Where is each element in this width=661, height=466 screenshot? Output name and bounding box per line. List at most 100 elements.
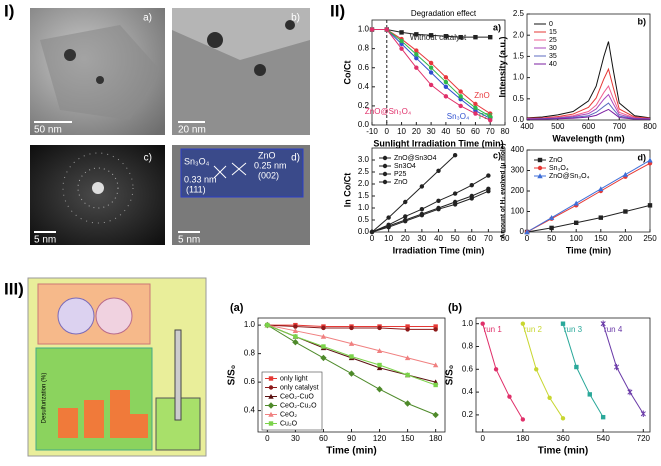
legend-marker [268,376,274,381]
particle [64,49,76,61]
y-axis-title: S/S₀ [227,365,238,386]
series-line [371,175,489,233]
marker [598,215,603,220]
marker [548,214,555,220]
marker [443,94,449,99]
particle [254,64,266,76]
x-tick-label: 0 [370,234,375,243]
plot-frame [475,317,651,433]
series-label: ZnO@Sn₃O₄ [365,107,411,116]
marker [452,191,458,196]
marker [349,354,354,359]
marker [265,322,270,328]
sheet [172,30,310,135]
x-tick-label: 800 [643,122,657,131]
marker [560,321,566,326]
x-tick-label: 100 [570,234,584,243]
panel-label: d) [638,152,647,162]
marker [452,202,458,207]
x-tick-label: 150 [401,434,415,443]
x-tick-label: 700 [613,122,627,131]
series-line [371,154,456,233]
series-label: run 2 [524,325,543,334]
panel-label: c) [144,153,152,164]
marker [473,105,478,111]
series-line [526,67,651,119]
y-tick-label: 200 [511,186,525,195]
y-tick-label: 0.8 [462,342,474,351]
legend-marker [382,171,388,177]
marker [428,60,434,66]
x-tick-label: 120 [373,434,387,443]
y-axis-title: Amount of H₂ evolved (μ mole) [500,144,507,239]
legend-label: Sn₃O₄ [549,165,569,172]
series-line [526,162,651,233]
series-label: P25 [479,112,494,121]
series-label: run 4 [604,325,623,334]
series-line [527,108,650,120]
marker [292,339,299,346]
legend-marker [537,173,543,179]
marker [293,334,298,339]
series-line [371,188,489,233]
x-tick-label: 70 [486,127,495,136]
y-tick-label: 0.0 [358,227,370,236]
marker [377,325,382,331]
x-axis-title: Irradiation Time (min) [393,245,485,255]
y-tick-label: 0.6 [244,377,256,386]
legend-marker [268,393,274,399]
y-tick-label: 1.0 [358,203,370,212]
legend-marker [382,155,388,161]
x-tick-label: 30 [427,127,436,136]
y-tick-label: 300 [511,166,525,175]
inset-text: ZnO [258,150,276,160]
x-tick-label: 50 [547,234,556,243]
y-tick-label: 1.0 [244,320,256,329]
marker [493,367,499,372]
x-tick-label: 60 [467,234,476,243]
x-tick-label: 70 [484,234,493,243]
legend-label: 30 [549,45,557,52]
y-tick-label: 0.4 [358,82,370,91]
legend-label: 15 [549,29,557,36]
legend-marker [268,411,274,417]
x-tick-label: 400 [520,122,534,131]
marker [321,344,326,349]
marker [507,394,512,399]
marker [587,392,592,397]
marker [623,209,628,214]
y-tick-label: 0.4 [244,406,256,415]
panel-label: (a) [230,302,244,314]
marker [473,101,478,107]
marker [600,320,606,327]
x-tick-label: 90 [347,434,356,443]
marker [622,171,629,177]
marker [486,173,491,178]
x-tick-label: 0 [480,434,485,443]
particle [96,76,104,84]
marker [534,367,539,372]
marker [640,410,646,417]
diffraction-center [92,182,104,194]
inset-text: (111) [186,184,206,194]
marker [348,340,355,346]
y-tick-label: 0.5 [358,215,370,224]
y-tick-label: 2.5 [513,9,525,18]
legend-box [261,371,323,431]
marker [469,183,474,188]
marker [414,52,419,57]
marker [414,32,419,37]
x-tick-label: 30 [417,234,426,243]
legend-label: P25 [394,171,407,178]
legend-marker [537,165,543,171]
x-tick-label: 180 [516,434,530,443]
marker [428,82,434,88]
series-label: Sn₃O₄ [447,112,470,121]
inset [180,148,304,198]
marker [458,34,463,40]
inset-text: Sn₃O₄ [184,156,210,166]
marker [486,189,491,194]
series-line [482,323,524,420]
marker [549,225,554,231]
y-tick-label: 0.0 [358,120,370,129]
